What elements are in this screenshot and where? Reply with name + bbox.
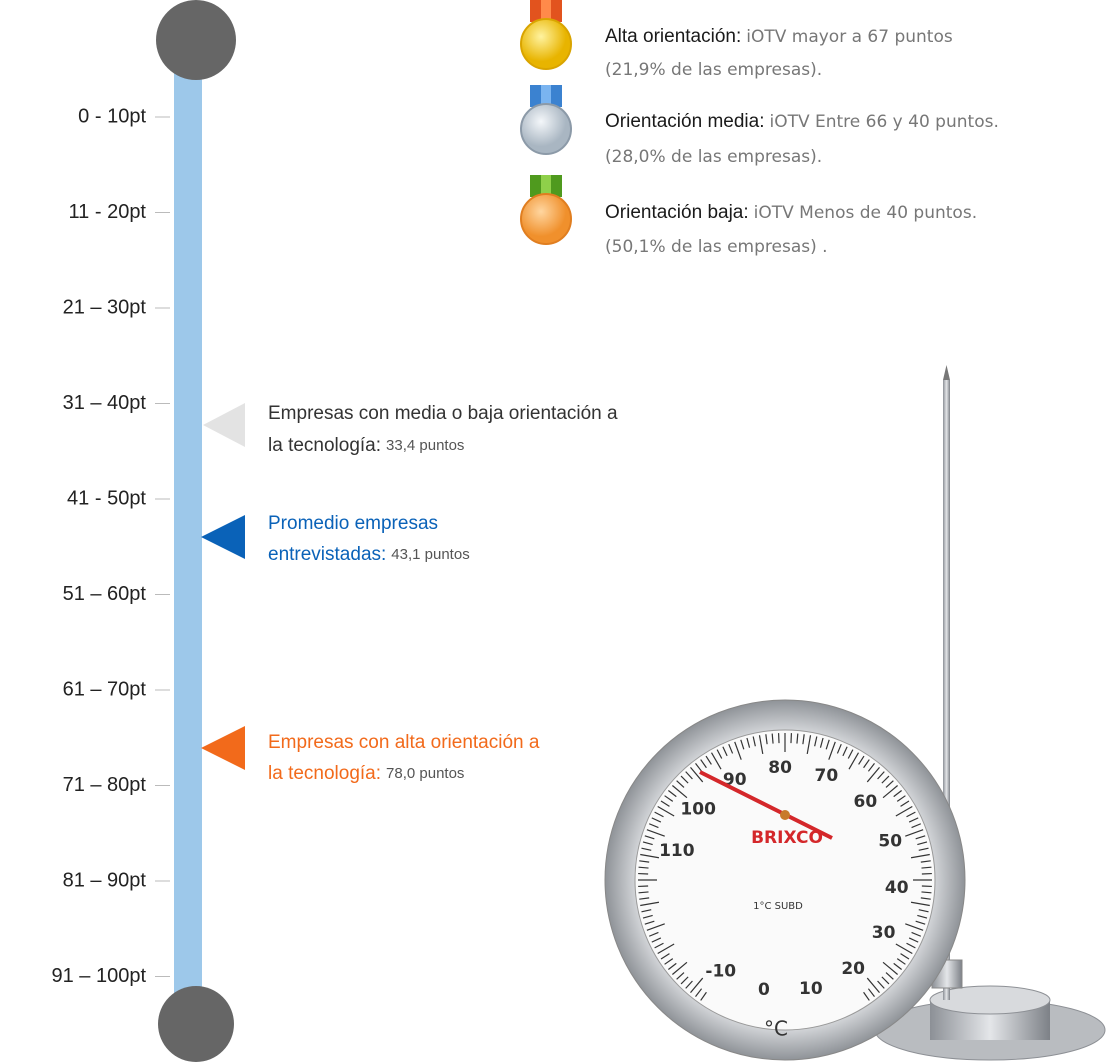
dial-number: 20 [841,959,865,979]
scale-label: 81 – 90pt [63,869,147,891]
legend-share: (28,0% de las empresas). [605,147,822,167]
marker-arrow [201,726,245,770]
dial-number: 70 [815,766,839,786]
dial-brand: BRIXCO [751,828,823,848]
legend-share: (50,1% de las empresas) . [605,237,828,257]
dial-number: -10 [705,962,736,982]
scale-label: 21 – 30pt [63,296,147,318]
scale-label: 71 – 80pt [63,774,147,796]
legend-text: Alta orientación:iOTV mayor a 67 puntos [605,26,953,47]
marker-text: Promedio empresas [268,513,438,534]
medal [521,85,571,154]
marker-value: 43,1 puntos [391,546,469,563]
marker-value: 78,0 puntos [386,765,464,782]
scale-label: 61 – 70pt [63,678,147,700]
dial-number: 80 [768,758,792,778]
thermometer: BRIXCO 1°C SUBD °C -10010203040506070809… [605,365,1105,1060]
scale-cap [158,986,234,1062]
marker-text: Empresas con alta orientación a [268,732,540,753]
dial-number: 0 [758,980,770,1000]
scale-label: 0 - 10pt [78,105,146,127]
dial-note: 1°C SUBD [753,901,803,912]
scale-labels: 0 - 10pt 11 - 20pt 21 – 30pt 31 – 40pt 41 - … [51,105,170,987]
dial-number: 50 [878,832,902,852]
medal [521,175,571,244]
dial-number: 40 [885,878,909,898]
marker-text: entrevistadas: [268,544,386,565]
marker-text: la tecnología: 78,0 puntos [268,763,464,784]
legend-desc: iOTV Entre 66 y 40 puntos. [769,112,998,132]
infographic: 0 - 10pt 11 - 20pt 21 – 30pt 31 – 40pt 41 - … [0,0,1111,1064]
dial-unit: °C [764,1017,788,1041]
dial-number: 10 [799,979,823,999]
dial-number: 60 [854,792,878,812]
legend-desc: iOTV mayor a 67 puntos [746,27,953,47]
dial-number: 30 [872,923,896,943]
legend-label: Orientación baja: [605,202,749,223]
dial-number: 100 [680,799,716,819]
legend-desc: iOTV Menos de 40 puntos. [754,203,977,223]
legend-label: Alta orientación: [605,26,741,47]
scale-label: 41 - 50pt [67,487,146,509]
legend-text: Orientación baja:iOTV Menos de 40 puntos… [605,202,977,223]
scale-label: 91 – 100pt [51,965,146,987]
scale-cap [156,0,236,80]
legend-label: Orientación media: [605,111,764,132]
scale-label: 31 – 40pt [63,392,147,414]
marker-arrow [203,403,245,447]
scale-label: 51 – 60pt [63,583,147,605]
marker-text: entrevistadas: 43,1 puntos [268,544,470,565]
scale-bar [174,40,202,1030]
marker-text: la tecnología: [268,763,381,784]
legend-share: (21,9% de las empresas). [605,60,822,80]
scale-label: 11 - 20pt [69,201,147,223]
marker-value: 33,4 puntos [386,437,464,454]
legend-text: Orientación media:iOTV Entre 66 y 40 pun… [605,111,999,132]
marker-text: Empresas con media o baja orientación a [268,403,618,424]
dial-number: 110 [659,841,695,861]
marker-text: la tecnología: [268,435,381,456]
marker-arrow [201,515,245,559]
marker-text: la tecnología: 33,4 puntos [268,435,464,456]
medal [521,0,571,69]
